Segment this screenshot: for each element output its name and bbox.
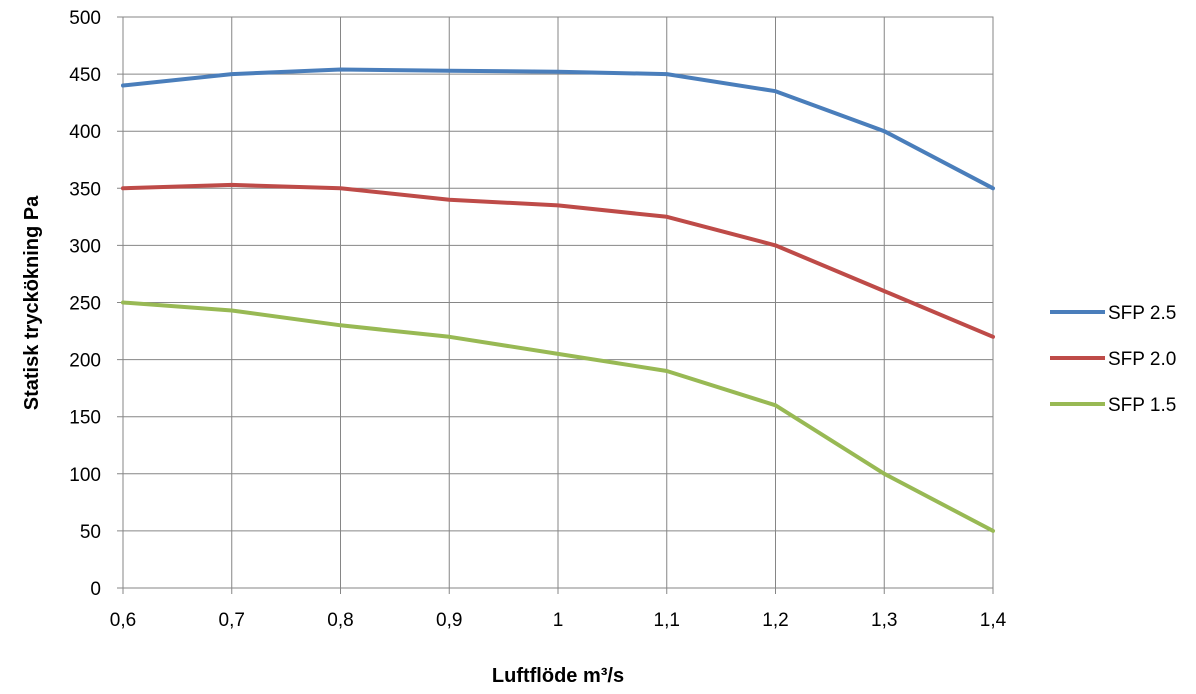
- y-tick-label: 250: [69, 294, 101, 315]
- series-line-sfp-2-0: [121, 182, 995, 339]
- x-tick-label: 0,9: [436, 610, 462, 631]
- x-tick-label: 0,7: [219, 610, 245, 631]
- legend-label: SFP 2.5: [1108, 303, 1176, 324]
- x-axis-title: Luftflöde m³/s: [492, 665, 624, 687]
- y-axis-title: Statisk tryckökning Pa: [21, 195, 43, 410]
- y-tick-label: 100: [69, 465, 101, 486]
- y-tick-label: 450: [69, 65, 101, 86]
- x-tick-label: 1: [553, 610, 564, 631]
- y-axis-ticks: 0 50 100 150 200 250 300 350 400 450 500: [69, 8, 101, 600]
- legend-label: SFP 1.5: [1108, 395, 1176, 416]
- x-tick-label: 0,6: [110, 610, 136, 631]
- x-tick-label: 1,1: [654, 610, 680, 631]
- x-tick-label: 1,4: [980, 610, 1007, 631]
- series-line-sfp-1-5: [121, 300, 995, 533]
- y-tick-label: 200: [69, 351, 101, 372]
- x-tick-label: 1,3: [871, 610, 897, 631]
- y-tick-label: 150: [69, 408, 101, 429]
- x-tick-label: 1,2: [762, 610, 788, 631]
- y-tick-label: 500: [69, 8, 101, 29]
- y-tick-label: 50: [80, 522, 101, 543]
- y-tick-label: 300: [69, 236, 101, 257]
- legend-label: SFP 2.0: [1108, 349, 1176, 370]
- x-axis-ticks: 0,6 0,7 0,8 0,9 1 1,1 1,2 1,3 1,4: [110, 610, 1007, 631]
- x-tick-label: 0,8: [327, 610, 353, 631]
- grid: [117, 16, 994, 594]
- y-tick-label: 400: [69, 122, 101, 143]
- y-tick-label: 350: [69, 179, 101, 200]
- y-tick-label: 0: [90, 579, 101, 600]
- legend: SFP 2.5 SFP 2.0 SFP 1.5: [1050, 303, 1176, 416]
- series-lines: [121, 67, 995, 533]
- series-line-sfp-2-5: [121, 67, 995, 191]
